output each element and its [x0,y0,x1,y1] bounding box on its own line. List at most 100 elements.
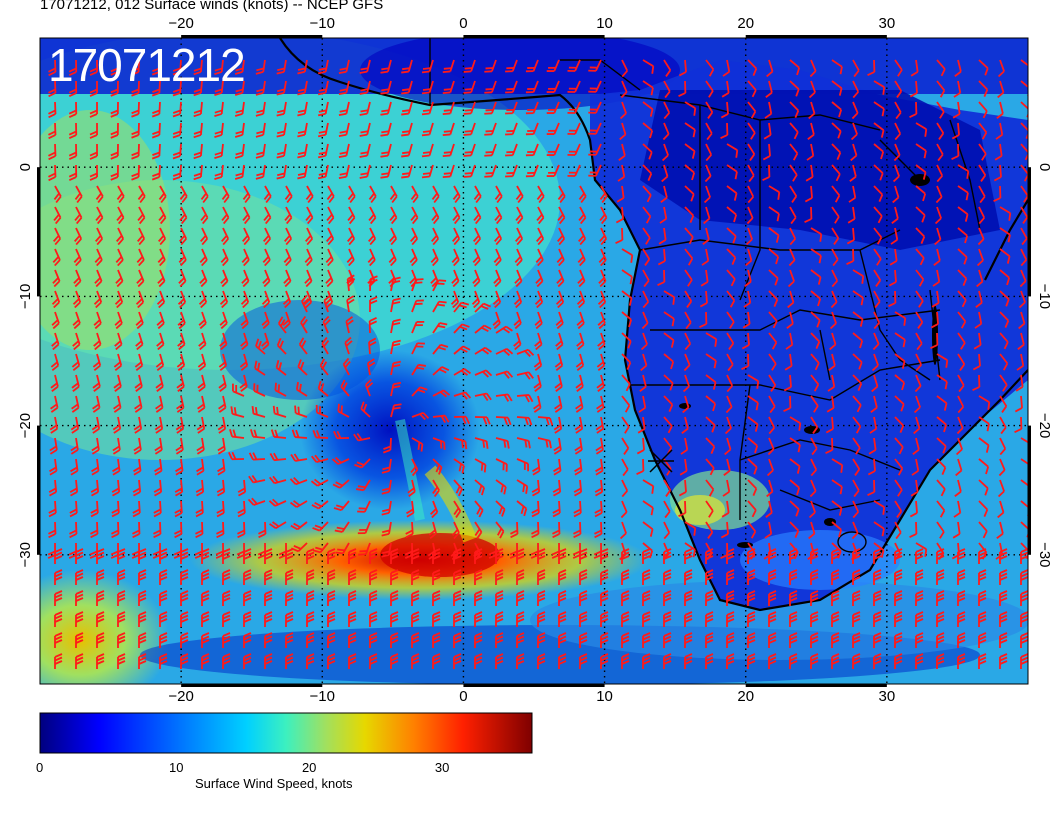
wind-barb-icon [768,353,777,371]
wind-barb-icon [133,458,142,476]
wind-barb-icon [197,374,206,392]
wind-barb-icon [197,353,207,372]
wind-barb-icon [531,500,540,518]
wind-barb-icon [621,590,630,606]
wind-barb-icon [762,164,771,182]
wind-barb-icon [505,164,518,178]
wind-barb-icon [48,521,57,539]
wind-barb-icon [663,569,672,585]
wind-barb-icon [957,548,966,564]
wind-barb-icon [936,101,945,119]
lat-tick-label: −20 [1036,413,1053,438]
wind-barb-icon [705,611,714,627]
wind-barb-icon [768,611,777,627]
wind-barb-icon [678,479,687,497]
wind-barb-icon [805,164,814,182]
wind-barb-icon [621,290,633,306]
wind-barb-icon [537,611,546,627]
wind-barb-icon [411,299,424,313]
wind-barb-icon [174,500,183,518]
wind-barb-icon [747,164,755,183]
wind-barb-icon [380,80,392,95]
wind-barb-icon [133,416,143,434]
wind-barb-icon [997,59,1005,78]
wind-barb-icon [241,269,250,288]
wind-barb-icon [180,632,189,648]
wind-barb-icon [741,332,750,350]
wind-barb-icon [810,569,819,585]
wind-barb-icon [290,453,308,462]
wind-barb-icon [848,185,857,203]
wind-barb-icon [151,143,161,160]
wind-barb-icon [766,458,774,477]
wind-barb-icon [300,315,308,334]
wind-barb-icon [852,374,863,392]
wind-barb-icon [234,122,245,138]
wind-barb-icon [276,143,287,159]
wind-barb-icon [852,590,861,606]
wind-barb-icon [747,143,756,161]
wind-barb-icon [453,458,465,474]
wind-barb-icon [516,611,525,627]
wind-barb-icon [951,143,960,161]
wind-barb-icon [151,80,161,97]
wind-barb-icon [180,611,189,627]
wind-barb-icon [873,143,885,160]
wind-barb-icon [411,342,425,355]
wind-barb-icon [789,521,800,539]
wind-barb-icon [641,311,649,330]
wind-barb-icon [178,269,187,288]
wind-barb-icon [768,416,776,435]
wind-barb-icon [368,316,378,334]
wind-barb-icon [390,548,399,564]
wind-barb-icon [747,479,758,497]
wind-barb-icon [747,521,757,539]
wind-barb-icon [261,332,270,351]
wind-barb-icon [274,382,287,397]
wind-barb-icon [432,322,448,334]
wind-barb-icon [347,227,356,246]
wind-barb-icon [54,632,63,648]
wind-barb-icon [116,206,125,225]
wind-barb-icon [321,336,330,355]
wind-barb-icon [432,437,446,450]
wind-barb-icon [936,632,945,648]
wind-barb-icon [558,548,567,564]
wind-barb-icon [48,143,57,161]
wind-barb-icon [852,548,861,564]
wind-barb-icon [474,521,483,539]
wind-barb-icon [957,290,967,308]
wind-barb-icon [809,59,817,78]
wind-barb-icon [894,653,903,669]
wind-barb-icon [432,653,441,669]
wind-barb-icon [952,101,961,119]
wind-barb-icon [89,122,98,139]
wind-barb-icon [218,353,228,372]
wind-barb-icon [272,405,287,418]
wind-barb-icon [276,122,287,138]
wind-barb-icon [579,632,588,648]
wind-barb-icon [214,101,224,118]
wind-barb-icon [804,185,813,203]
wind-barb-icon [726,248,737,266]
wind-barb-icon [453,569,462,585]
wind-barb-icon [338,122,350,138]
wind-barb-icon [642,290,650,309]
wind-barb-icon [726,227,737,244]
wind-barb-icon [193,143,203,160]
wind-barb-icon [747,395,759,411]
wind-barb-icon [573,479,583,497]
wind-barb-icon [1020,500,1028,517]
wind-barb-icon [579,548,588,564]
wind-barb-icon [132,500,141,518]
wind-barb-icon [92,395,101,413]
wind-barb-icon [484,80,497,94]
wind-barb-icon [179,227,188,246]
wind-barb-icon [431,227,440,246]
wind-barb-icon [452,206,461,225]
wind-barb-icon [747,80,757,98]
wind-speed-field [40,38,1028,684]
wind-barb-icon [410,458,419,477]
wind-barb-icon [54,548,63,564]
wind-barb-icon [935,185,943,204]
